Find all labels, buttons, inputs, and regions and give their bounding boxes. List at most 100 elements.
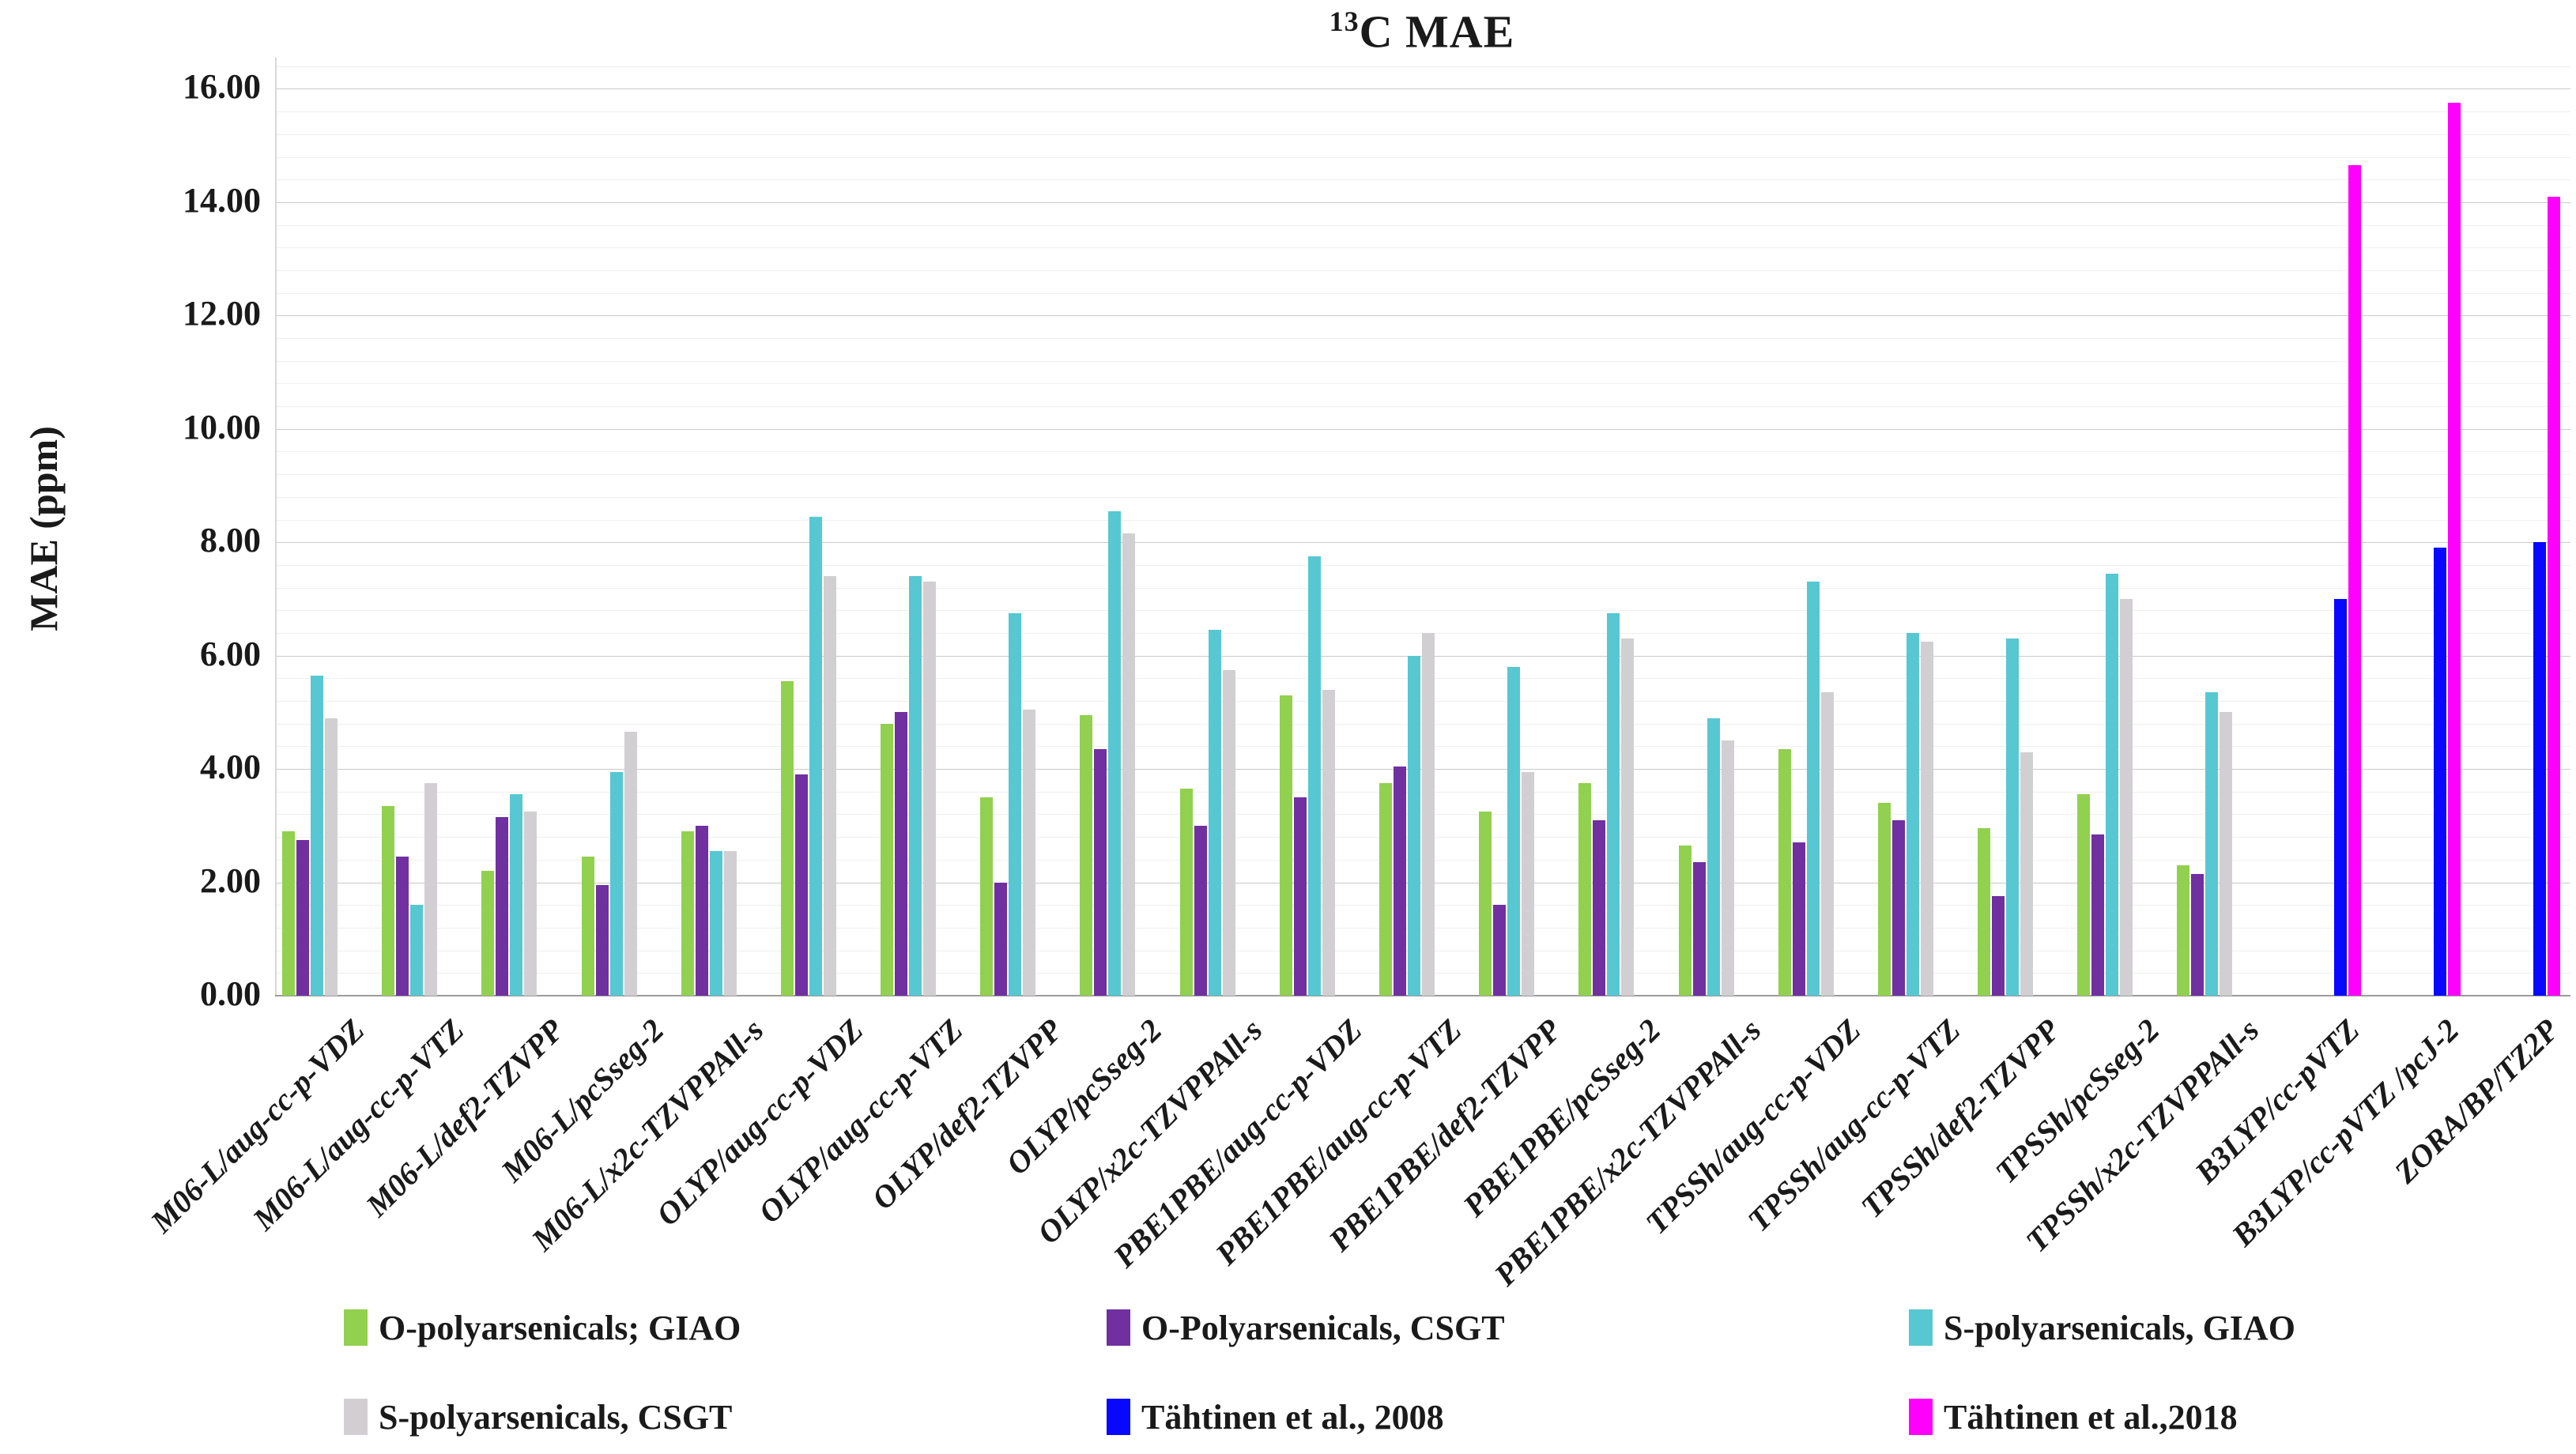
x-axis-line (275, 995, 2570, 996)
bar-series-5-category-22 (2547, 196, 2560, 996)
bar-series-0-category-10 (1279, 695, 1292, 996)
bar-series-3-category-14 (1721, 740, 1734, 996)
legend-label: S-polyarsenicals, GIAO (1944, 1309, 2295, 1347)
bar-series-3-category-9 (1222, 669, 1235, 996)
legend-label: Tähtinen et al.,2018 (1944, 1398, 2238, 1437)
bar-series-2-category-1 (410, 905, 424, 996)
bar-series-1-category-5 (794, 774, 808, 996)
bar-series-0-category-1 (382, 805, 395, 996)
bar-series-2-category-13 (1607, 612, 1620, 996)
bar-series-1-category-12 (1493, 905, 1507, 996)
bar-series-0-category-16 (1877, 803, 1891, 996)
bar-series-1-category-19 (2191, 873, 2204, 996)
minor-gridline (277, 134, 2570, 135)
minor-gridline (277, 383, 2570, 385)
bar-series-3-category-2 (524, 811, 537, 996)
legend-label: O-polyarsenicals; GIAO (379, 1309, 741, 1347)
legend-swatch-icon (1107, 1399, 1130, 1435)
minor-gridline (277, 338, 2570, 340)
legend-swatch-icon (1107, 1309, 1130, 1346)
y-tick-label: 4.00 (200, 748, 261, 787)
bar-series-4-category-21 (2433, 548, 2446, 996)
bar-series-3-category-8 (1122, 533, 1136, 996)
bar-series-0-category-7 (980, 797, 994, 996)
bar-series-0-category-11 (1379, 783, 1392, 996)
y-tick-label: 0.00 (200, 974, 261, 1013)
bar-series-2-category-8 (1108, 510, 1122, 996)
bar-series-3-category-10 (1322, 689, 1335, 996)
bar-series-0-category-6 (881, 723, 894, 996)
bar-series-1-category-14 (1692, 862, 1706, 996)
bar-series-2-category-15 (1806, 582, 1820, 996)
minor-gridline (277, 179, 2570, 181)
bar-series-0-category-0 (282, 831, 296, 996)
bar-series-1-category-0 (296, 839, 310, 996)
minor-gridline (277, 564, 2570, 566)
bar-series-2-category-4 (709, 851, 722, 996)
bar-series-0-category-9 (1179, 789, 1193, 996)
legend-label: S-polyarsenicals, CSGT (379, 1398, 733, 1437)
bar-series-1-category-3 (595, 885, 609, 996)
y-tick-label: 2.00 (200, 861, 261, 900)
bar-series-3-category-15 (1820, 692, 1834, 996)
minor-gridline (277, 474, 2570, 476)
bar-series-3-category-12 (1522, 771, 1535, 996)
bar-series-1-category-11 (1394, 766, 1406, 996)
bar-series-2-category-2 (510, 794, 523, 996)
bar-series-0-category-17 (1978, 828, 1991, 996)
bar-series-0-category-18 (2077, 794, 2091, 996)
bar-series-2-category-12 (1507, 667, 1521, 996)
bar-series-2-category-11 (1408, 655, 1420, 996)
bar-series-1-category-9 (1194, 825, 1207, 996)
bar-series-2-category-18 (2106, 573, 2119, 996)
bar-series-0-category-3 (581, 857, 594, 996)
bar-series-3-category-5 (823, 576, 836, 996)
minor-gridline (277, 224, 2570, 226)
chart-title: 13C MAE (275, 5, 2569, 58)
bar-series-0-category-2 (481, 871, 495, 996)
major-gridline (277, 202, 2570, 203)
bar-series-1-category-7 (994, 882, 1008, 996)
bar-series-3-category-16 (1920, 641, 1933, 996)
bar-series-3-category-4 (723, 851, 737, 996)
bar-series-1-category-15 (1792, 842, 1805, 996)
legend-label: O-Polyarsenicals, CSGT (1141, 1309, 1505, 1347)
bar-series-2-category-19 (2205, 692, 2219, 996)
bar-series-3-category-0 (325, 718, 338, 996)
bar-series-3-category-19 (2220, 712, 2233, 996)
bar-series-0-category-4 (681, 831, 694, 996)
y-tick-label: 14.00 (183, 180, 261, 220)
bar-series-0-category-5 (780, 680, 794, 996)
bar-series-3-category-13 (1621, 638, 1635, 996)
chart-title-text: C MAE (1359, 6, 1515, 58)
bar-series-4-category-22 (2533, 542, 2546, 996)
legend-swatch-icon (344, 1309, 368, 1346)
bar-series-1-category-16 (1891, 819, 1905, 996)
y-tick-label: 12.00 (183, 294, 261, 333)
bar-series-2-category-10 (1307, 556, 1321, 996)
minor-gridline (277, 451, 2570, 453)
bar-series-3-category-1 (424, 783, 438, 996)
bar-series-2-category-16 (1906, 632, 1919, 996)
y-axis-title: MAE (ppm) (21, 426, 66, 631)
bar-series-0-category-8 (1080, 714, 1093, 996)
bar-series-3-category-3 (624, 732, 637, 996)
minor-gridline (277, 156, 2570, 158)
bar-series-5-category-20 (2348, 165, 2361, 996)
major-gridline (277, 428, 2570, 430)
bar-series-2-category-9 (1208, 630, 1221, 996)
bar-series-2-category-0 (311, 675, 324, 996)
legend-swatch-icon (344, 1399, 368, 1435)
bar-series-1-category-17 (1992, 896, 2005, 996)
bar-series-1-category-6 (895, 712, 908, 996)
y-tick-label: 8.00 (200, 521, 261, 560)
bar-series-2-category-6 (909, 576, 922, 996)
bar-series-1-category-2 (496, 817, 509, 996)
bar-series-1-category-4 (695, 825, 708, 996)
minor-gridline (277, 66, 2570, 67)
bar-series-0-category-15 (1778, 749, 1791, 996)
bar-series-2-category-7 (1009, 612, 1022, 996)
bar-series-1-category-18 (2091, 834, 2105, 996)
bar-series-4-category-20 (2333, 598, 2347, 996)
